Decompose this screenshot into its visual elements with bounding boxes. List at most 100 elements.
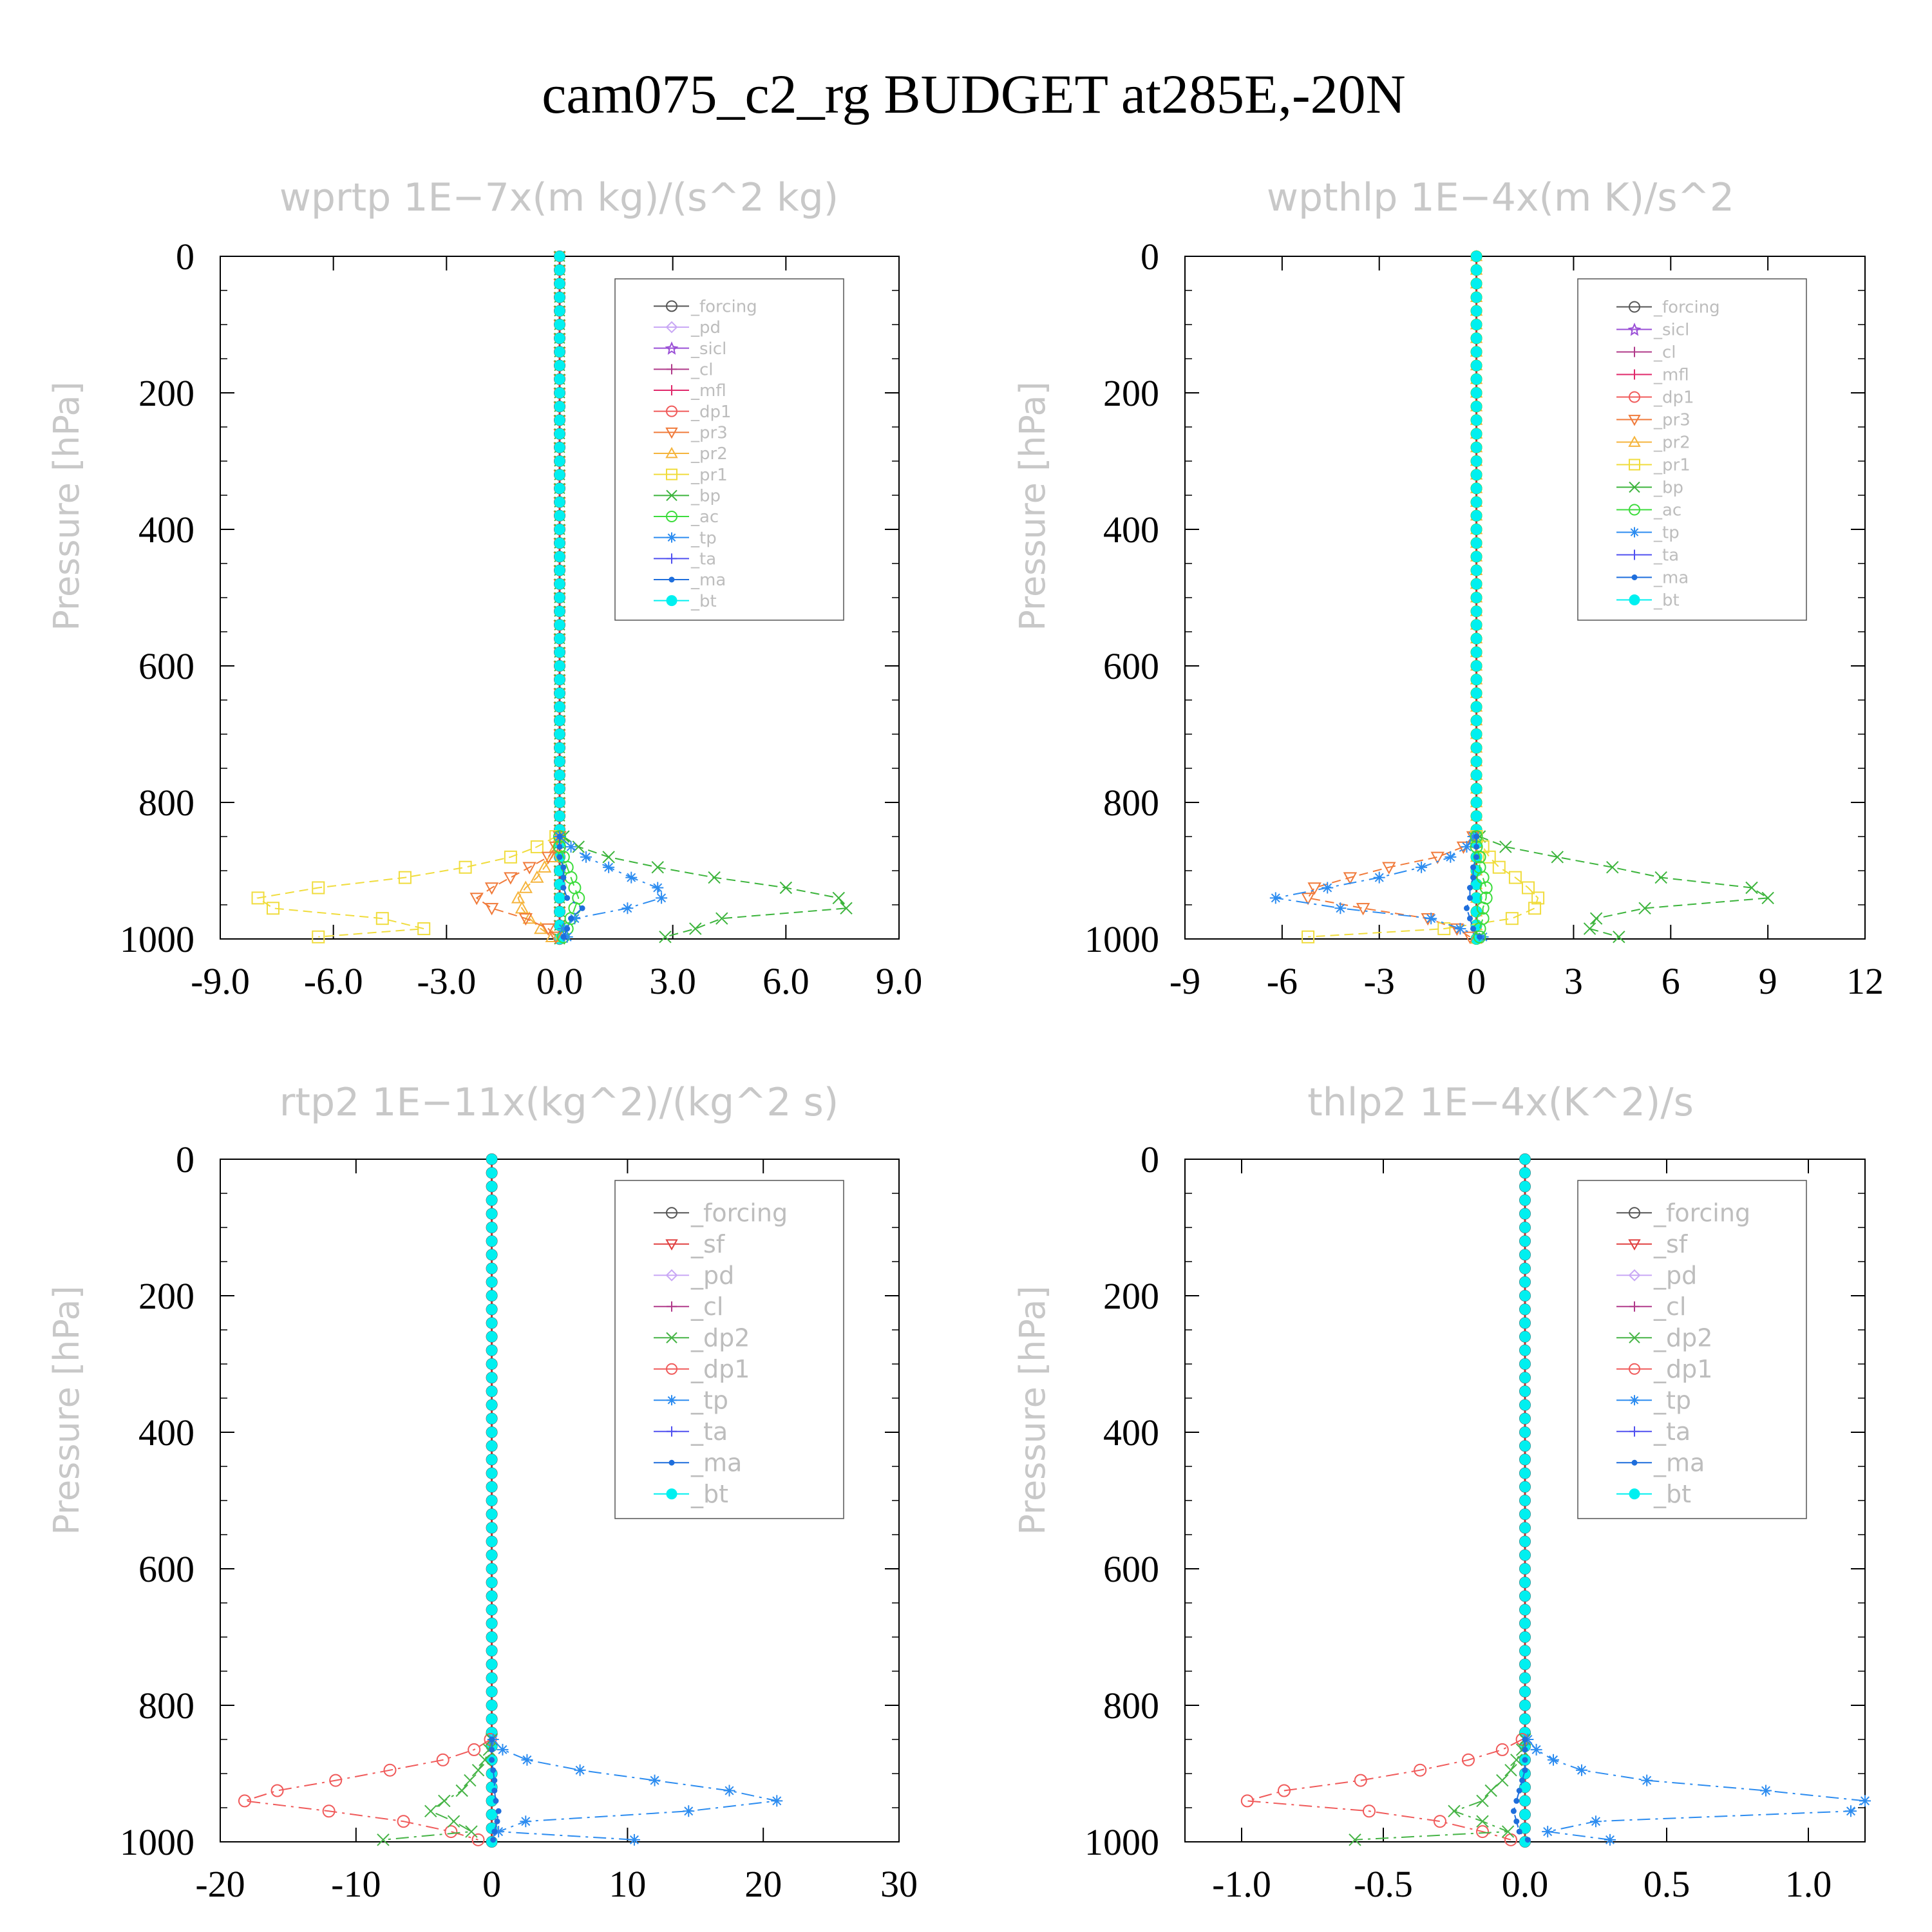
zero-column-marker xyxy=(1519,1795,1531,1806)
data-point xyxy=(490,1767,497,1774)
zero-column-marker xyxy=(486,1317,498,1329)
legend-label: _bt xyxy=(1653,591,1680,611)
data-point xyxy=(1530,1743,1542,1756)
zero-column-marker xyxy=(486,1153,498,1165)
data-point xyxy=(545,929,559,943)
x-tick-label: -10 xyxy=(331,1863,381,1905)
data-point xyxy=(1501,1825,1515,1838)
zero-column-marker xyxy=(486,1809,498,1821)
zero-column-marker xyxy=(1471,346,1482,357)
zero-column-marker xyxy=(1471,482,1482,494)
zero-column-marker xyxy=(1471,292,1482,303)
zero-column-marker xyxy=(1519,1195,1531,1206)
data-point xyxy=(1576,1764,1587,1776)
y-tick-label: 0 xyxy=(1141,236,1159,278)
data-point xyxy=(1641,1774,1653,1786)
zero-column-marker xyxy=(1519,1631,1531,1643)
zero-column-marker xyxy=(554,264,565,276)
y-tick-label: 400 xyxy=(138,509,194,551)
data-point xyxy=(504,850,517,864)
data-point xyxy=(471,1833,485,1846)
data-point xyxy=(628,1833,640,1846)
data-point xyxy=(1479,881,1493,895)
data-point xyxy=(1522,881,1535,895)
legend-marker xyxy=(1629,346,1640,357)
legend-label: _bt xyxy=(1653,1480,1691,1508)
legend-label: _cl xyxy=(690,1293,723,1321)
data-point xyxy=(518,913,533,926)
legend-marker xyxy=(667,364,677,375)
zero-column-marker xyxy=(1471,619,1482,630)
zero-column-marker xyxy=(1471,810,1482,822)
series-line xyxy=(559,837,580,938)
data-point xyxy=(556,833,563,840)
data-point xyxy=(1334,902,1347,914)
zero-column-marker xyxy=(486,1631,498,1643)
zero-column-marker xyxy=(554,305,565,317)
data-point xyxy=(1454,923,1466,935)
series-dp2 xyxy=(1349,1733,1531,1846)
legend-marker xyxy=(666,1332,677,1343)
data-point xyxy=(779,881,793,895)
zero-column-marker xyxy=(554,619,565,630)
y-axis-label: Pressure [hPa] xyxy=(1012,381,1053,630)
data-point xyxy=(1467,831,1479,842)
zero-column-marker xyxy=(486,1658,498,1670)
zero-column-marker xyxy=(486,1413,498,1425)
legend: _forcing _sf _pd _cl _dp2 _dp1 _tp_ta _ma _bt xyxy=(614,1180,844,1519)
data-point xyxy=(556,854,563,860)
legend-marker xyxy=(1631,574,1638,580)
data-point xyxy=(497,1743,509,1756)
series-tp xyxy=(1269,831,1489,943)
zero-column-marker xyxy=(554,292,565,303)
data-point xyxy=(771,1795,783,1807)
zero-column-marker xyxy=(1471,278,1482,289)
legend-marker xyxy=(1629,549,1640,560)
zero-column-marker xyxy=(554,783,565,795)
data-point xyxy=(1430,851,1444,864)
data-point xyxy=(518,880,533,893)
zero-column-marker xyxy=(554,551,565,562)
zero-column-marker xyxy=(1519,1672,1531,1684)
zero-column-marker xyxy=(486,1604,498,1616)
zero-column-marker xyxy=(1519,1303,1531,1315)
zero-column-marker xyxy=(486,1263,498,1274)
zero-column-marker xyxy=(1519,1385,1531,1397)
data-point xyxy=(1504,1833,1517,1846)
data-point xyxy=(560,875,567,881)
zero-column-marker xyxy=(1519,1290,1531,1302)
zero-column-marker xyxy=(486,1563,498,1575)
zero-column-marker xyxy=(1471,605,1482,617)
zero-column-marker xyxy=(1471,374,1482,385)
x-tick-label: -3.0 xyxy=(417,960,476,1002)
data-point xyxy=(541,851,556,864)
data-point xyxy=(484,903,499,916)
legend-label: _mfl xyxy=(690,381,726,401)
legend-label: _sf xyxy=(690,1230,726,1258)
data-point xyxy=(683,1805,695,1817)
data-point xyxy=(1482,850,1496,864)
zero-column-marker xyxy=(554,346,565,357)
legend-label: _cl xyxy=(690,360,714,379)
zero-column-marker xyxy=(1471,742,1482,753)
y-tick-label: 200 xyxy=(138,1275,194,1317)
legend-marker xyxy=(665,341,679,355)
data-point xyxy=(689,922,702,935)
zero-column-marker xyxy=(1519,1413,1531,1425)
y-tick-label: 800 xyxy=(1103,1685,1159,1727)
series-line xyxy=(244,1739,491,1841)
series-ma xyxy=(556,833,585,940)
data-point xyxy=(489,1736,495,1743)
data-point xyxy=(1492,860,1506,874)
legend-label: _ta xyxy=(690,1417,728,1446)
legend-marker xyxy=(1629,504,1640,516)
data-point xyxy=(1321,882,1334,894)
data-point xyxy=(504,872,518,885)
zero-column-marker xyxy=(1519,1399,1531,1411)
data-point xyxy=(549,931,563,944)
zero-column-marker xyxy=(1471,715,1482,726)
legend-label: _forcing xyxy=(1653,298,1720,317)
x-tick-label: 12 xyxy=(1846,960,1884,1002)
data-point xyxy=(1476,1825,1489,1839)
zero-column-marker xyxy=(1519,1481,1531,1493)
